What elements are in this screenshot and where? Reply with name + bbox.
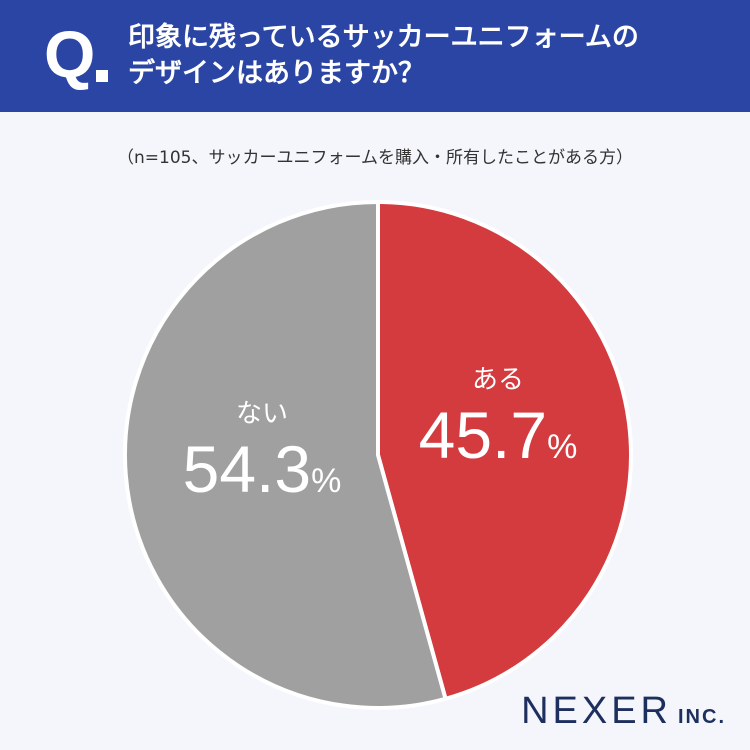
pie-slice bbox=[376, 200, 633, 701]
slice-label: ある bbox=[472, 365, 524, 395]
slice-label: ない bbox=[236, 399, 288, 429]
slice-value: 54.3% bbox=[183, 432, 342, 506]
question-line-2: デザインはありますか？ bbox=[128, 58, 425, 89]
nexer-logo: NEXER INC. bbox=[521, 690, 726, 733]
sample-note: （n=105、サッカーユニフォームを購入・所有したことがある方） bbox=[117, 148, 633, 168]
logo-sub: INC. bbox=[678, 706, 726, 728]
slice-value: 45.7% bbox=[419, 398, 578, 472]
question-dot bbox=[96, 70, 108, 82]
logo-main: NEXER bbox=[521, 690, 672, 732]
question-line-1: 印象に残っているサッカーユニフォームの bbox=[128, 22, 639, 53]
question-mark: Q bbox=[44, 17, 96, 91]
question-header: Q 印象に残っているサッカーユニフォームの デザインはありますか？ bbox=[0, 0, 750, 112]
question-text: 印象に残っているサッカーユニフォームの デザインはありますか？ bbox=[128, 20, 728, 92]
pie-slice bbox=[123, 200, 448, 710]
